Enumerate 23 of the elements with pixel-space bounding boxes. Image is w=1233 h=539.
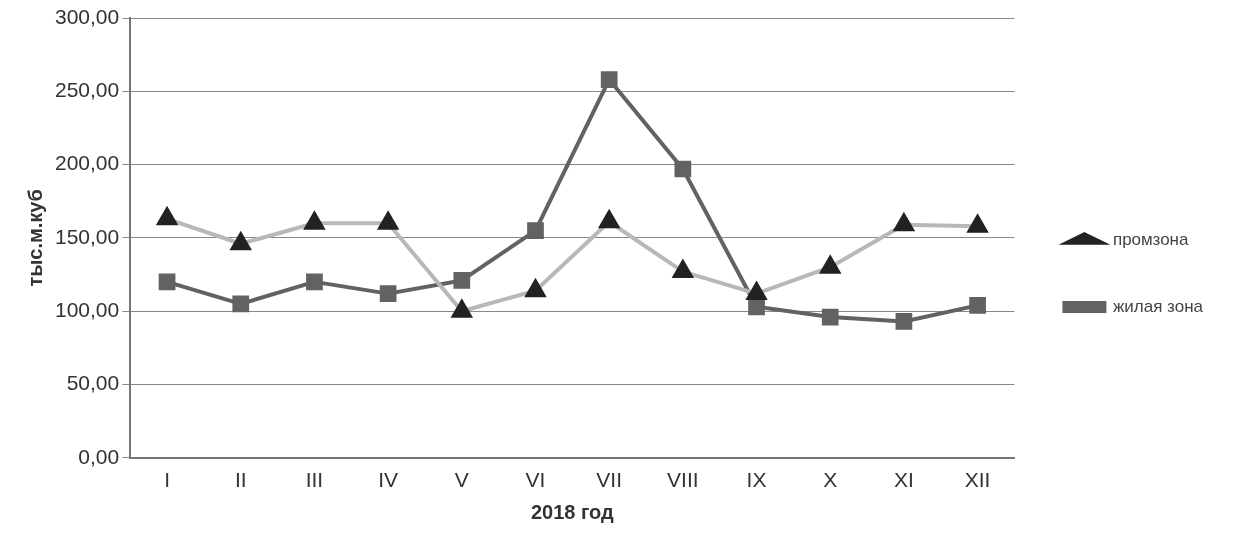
- x-tick-label: I: [164, 468, 170, 492]
- y-tick-label: 0,00: [78, 444, 120, 468]
- x-tick-label: II: [234, 468, 247, 492]
- y-tick-label: 50,00: [66, 371, 120, 395]
- y-tick-label: 300,00: [55, 4, 120, 28]
- y-tick-label: 250,00: [55, 78, 120, 102]
- x-tick-label: IV: [378, 468, 399, 492]
- x-tick-label: IX: [746, 468, 767, 492]
- x-tick-label: III: [305, 468, 324, 492]
- legend-label: жилая зона: [1112, 296, 1204, 316]
- legend-label: промзона: [1112, 229, 1189, 249]
- x-tick-label: VIII: [667, 468, 699, 492]
- y-tick-label: 200,00: [55, 151, 120, 175]
- x-tick-label: XII: [964, 468, 991, 492]
- x-tick-label: VII: [596, 468, 623, 492]
- x-tick-label: XI: [893, 468, 914, 492]
- x-tick-label: VI: [525, 468, 546, 492]
- y-axis-title: тыс.м.куб: [23, 189, 46, 287]
- x-axis-title: 2018 год: [530, 500, 615, 523]
- y-tick-label: 150,00: [55, 224, 120, 248]
- x-tick-label: V: [454, 468, 469, 492]
- y-tick-label: 100,00: [55, 298, 120, 321]
- x-tick-label: X: [823, 468, 838, 492]
